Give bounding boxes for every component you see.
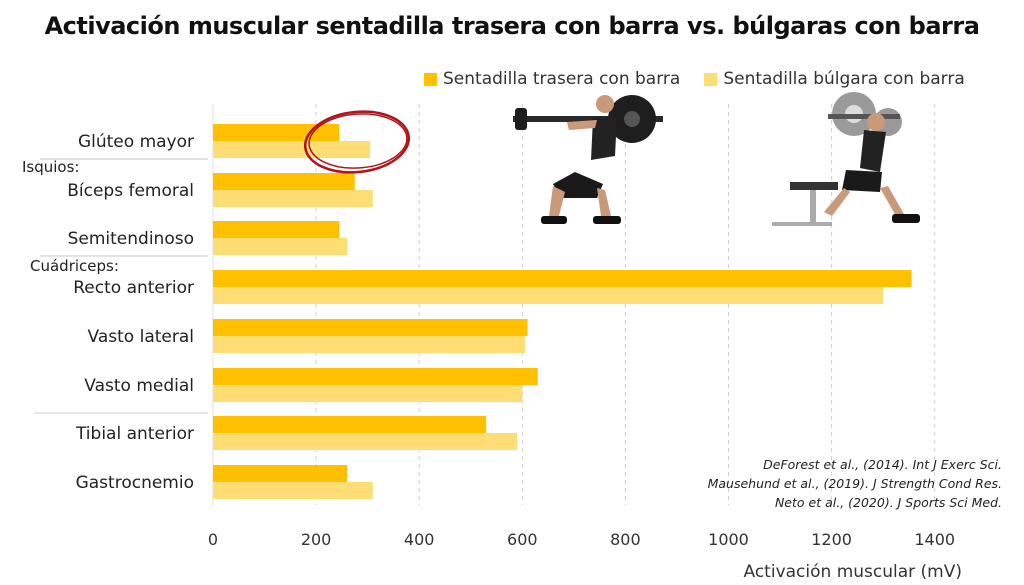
back-squat-athlete-illustration <box>513 95 663 224</box>
bar-back-squat <box>213 270 912 287</box>
category-label: Recto anterior <box>73 278 194 298</box>
reference-line: DeForest et al., (2014). Int J Exerc Sci… <box>763 457 1002 472</box>
bar-bulgarian-squat <box>213 238 348 255</box>
bar-bulgarian-squat <box>213 190 373 207</box>
category-label: Vasto lateral <box>88 327 194 347</box>
legend-label-back-squat: Sentadilla trasera con barra <box>443 69 681 89</box>
reference-line: Mausehund et al., (2019). J Strength Con… <box>707 476 1002 491</box>
bulgarian-squat-athlete-illustration <box>772 92 920 226</box>
bar-bulgarian-squat <box>213 433 518 450</box>
x-tick-label: 800 <box>610 530 641 549</box>
legend-swatch-back-squat <box>424 72 437 86</box>
x-tick-label: 1000 <box>708 530 749 549</box>
chart-title: Activación muscular sentadilla trasera c… <box>44 12 980 40</box>
bar-bulgarian-squat <box>213 336 525 353</box>
bar-bulgarian-squat <box>213 141 371 158</box>
bar-back-squat <box>213 173 355 190</box>
legend-item-back-squat: Sentadilla trasera con barra <box>424 69 680 89</box>
bar-bulgarian-squat <box>213 385 523 402</box>
category-label: Tibial anterior <box>75 424 194 444</box>
category-label: Gastrocnemio <box>76 473 194 493</box>
bar-back-squat <box>213 368 538 385</box>
bar-bulgarian-squat <box>213 287 884 304</box>
bar-back-squat <box>213 221 340 238</box>
bar-back-squat <box>213 416 487 433</box>
category-label: Bíceps femoral <box>67 181 194 201</box>
bar-back-squat <box>213 124 340 141</box>
bar-back-squat <box>213 319 528 336</box>
x-tick-label: 1400 <box>914 530 955 549</box>
legend-label-bulgarian-squat: Sentadilla búlgara con barra <box>723 69 965 89</box>
category-label: Glúteo mayor <box>78 132 194 152</box>
legend: Sentadilla trasera con barra Sentadilla … <box>424 66 989 92</box>
group-label-hamstrings: Isquios: <box>22 158 79 176</box>
highlight-circle-inner <box>308 113 408 169</box>
group-label-quadriceps: Cuádriceps: <box>30 257 119 275</box>
x-tick-label: 600 <box>507 530 538 549</box>
x-tick-label: 1200 <box>811 530 852 549</box>
x-tick-label: 400 <box>404 530 435 549</box>
category-label: Semitendinoso <box>68 229 194 249</box>
x-tick-label: 200 <box>301 530 332 549</box>
x-tick-label: 0 <box>208 530 218 549</box>
bar-back-squat <box>213 465 348 482</box>
category-label: Vasto medial <box>84 376 194 396</box>
highlight-circle <box>303 110 411 174</box>
references: DeForest et al., (2014). Int J Exerc Sci… <box>708 455 1002 512</box>
reference-line: Neto et al., (2020). J Sports Sci Med. <box>774 495 1002 510</box>
legend-swatch-bulgarian-squat <box>704 72 718 86</box>
x-axis-title: Activación muscular (mV) <box>744 562 963 582</box>
bar-bulgarian-squat <box>213 482 373 499</box>
legend-item-bulgarian-squat: Sentadilla búlgara con barra <box>704 69 965 89</box>
